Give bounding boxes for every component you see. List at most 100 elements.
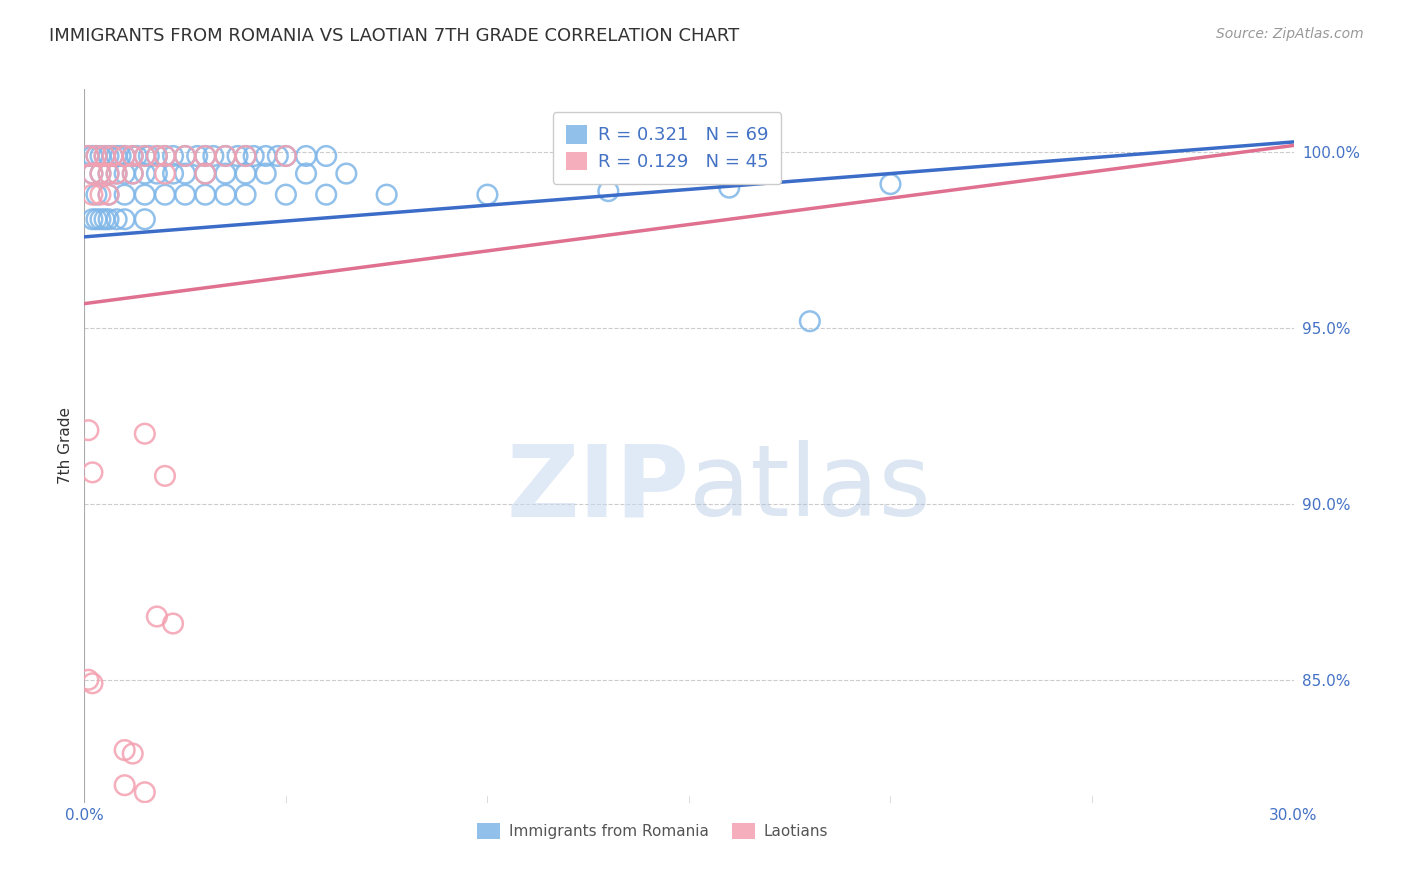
Point	[194, 149, 217, 163]
Point	[153, 187, 176, 202]
Point	[274, 149, 297, 163]
Point	[86, 187, 108, 202]
Point	[114, 167, 136, 181]
Point	[153, 149, 176, 163]
Point	[214, 149, 236, 163]
Point	[194, 167, 217, 181]
Text: atlas: atlas	[689, 441, 931, 537]
Point	[114, 187, 136, 202]
Point	[86, 149, 108, 163]
Point	[235, 149, 257, 163]
Point	[162, 167, 184, 181]
Point	[214, 187, 236, 202]
Point	[134, 149, 156, 163]
Point	[194, 149, 217, 163]
Point	[82, 167, 104, 181]
Point	[315, 187, 337, 202]
Point	[77, 149, 100, 163]
Point	[93, 149, 115, 163]
Point	[214, 149, 236, 163]
Point	[134, 167, 156, 181]
Point	[110, 149, 132, 163]
Point	[114, 149, 136, 163]
Point	[254, 149, 277, 163]
Point	[235, 187, 257, 202]
Point	[82, 149, 104, 163]
Point	[97, 187, 120, 202]
Point	[718, 180, 741, 194]
Point	[89, 167, 111, 181]
Point	[134, 149, 156, 163]
Point	[174, 149, 197, 163]
Point	[375, 187, 398, 202]
Point	[274, 187, 297, 202]
Point	[97, 167, 120, 181]
Point	[153, 468, 176, 483]
Point	[82, 676, 104, 690]
Point	[89, 187, 111, 202]
Point	[121, 149, 143, 163]
Point	[174, 149, 197, 163]
Text: Source: ZipAtlas.com: Source: ZipAtlas.com	[1216, 27, 1364, 41]
Point	[295, 149, 318, 163]
Point	[114, 149, 136, 163]
Point	[97, 212, 120, 227]
Point	[146, 167, 169, 181]
Point	[89, 212, 111, 227]
Point	[134, 426, 156, 441]
Point	[121, 747, 143, 761]
Point	[138, 149, 160, 163]
Point	[89, 167, 111, 181]
Point	[101, 149, 124, 163]
Point	[194, 167, 217, 181]
Point	[121, 167, 143, 181]
Point	[186, 149, 208, 163]
Point	[77, 423, 100, 437]
Point	[242, 149, 264, 163]
Point	[86, 212, 108, 227]
Point	[235, 149, 257, 163]
Point	[82, 167, 104, 181]
Point	[82, 187, 104, 202]
Point	[93, 149, 115, 163]
Point	[121, 149, 143, 163]
Point	[82, 466, 104, 480]
Point	[105, 167, 128, 181]
Point	[315, 149, 337, 163]
Point	[477, 187, 499, 202]
Point	[799, 314, 821, 328]
Point	[105, 149, 128, 163]
Point	[125, 149, 148, 163]
Point	[146, 609, 169, 624]
Point	[295, 167, 318, 181]
Y-axis label: 7th Grade: 7th Grade	[58, 408, 73, 484]
Text: ZIP: ZIP	[506, 441, 689, 537]
Point	[134, 785, 156, 799]
Point	[97, 149, 120, 163]
Point	[226, 149, 249, 163]
Legend: Immigrants from Romania, Laotians: Immigrants from Romania, Laotians	[471, 817, 835, 845]
Point	[114, 212, 136, 227]
Point	[97, 167, 120, 181]
Point	[114, 743, 136, 757]
Point	[235, 167, 257, 181]
Point	[105, 212, 128, 227]
Point	[254, 167, 277, 181]
Point	[153, 149, 176, 163]
Point	[121, 167, 143, 181]
Point	[267, 149, 290, 163]
Point	[598, 184, 620, 198]
Point	[214, 167, 236, 181]
Point	[97, 187, 120, 202]
Point	[82, 212, 104, 227]
Point	[89, 149, 111, 163]
Point	[335, 167, 357, 181]
Point	[174, 167, 197, 181]
Point	[101, 149, 124, 163]
Point	[77, 149, 100, 163]
Point	[274, 149, 297, 163]
Point	[162, 616, 184, 631]
Point	[153, 814, 176, 828]
Point	[146, 149, 169, 163]
Point	[202, 149, 225, 163]
